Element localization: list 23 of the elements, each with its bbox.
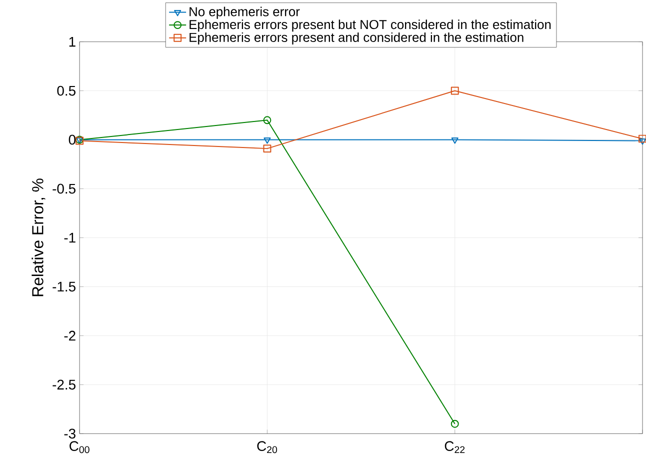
legend-label: No ephemeris error xyxy=(190,6,300,19)
legend-label: Ephemeris errors present and considered in the estimation xyxy=(190,32,524,44)
point xyxy=(451,137,458,144)
y-axis-title: Relative Error, % xyxy=(32,178,46,296)
x-tick-label: C$_{00}$ xyxy=(70,440,90,453)
point xyxy=(450,420,459,428)
y-tick-label: -2 xyxy=(64,330,76,340)
y-tick-label: -1 xyxy=(64,232,76,242)
point xyxy=(263,144,272,152)
y-tick-label: -1.5 xyxy=(52,282,76,292)
y-tick-label: -3 xyxy=(64,428,76,438)
x-tick-label: C$_{22}$ xyxy=(444,440,465,453)
y-tick-label: 0.5 xyxy=(57,86,76,96)
y-tick-label: -2.5 xyxy=(52,380,76,390)
y-tick-label: 0 xyxy=(68,134,76,144)
point xyxy=(450,86,459,95)
point xyxy=(639,138,646,144)
y-tick-label: -0.5 xyxy=(52,184,76,194)
y-tick-label: 1 xyxy=(69,36,76,46)
point xyxy=(263,116,272,124)
point xyxy=(264,137,271,144)
legend-label: Ephemeris errors present but NOT considered in the estimation xyxy=(190,19,551,32)
x-tick-label: C$_{20}$ xyxy=(257,440,278,453)
